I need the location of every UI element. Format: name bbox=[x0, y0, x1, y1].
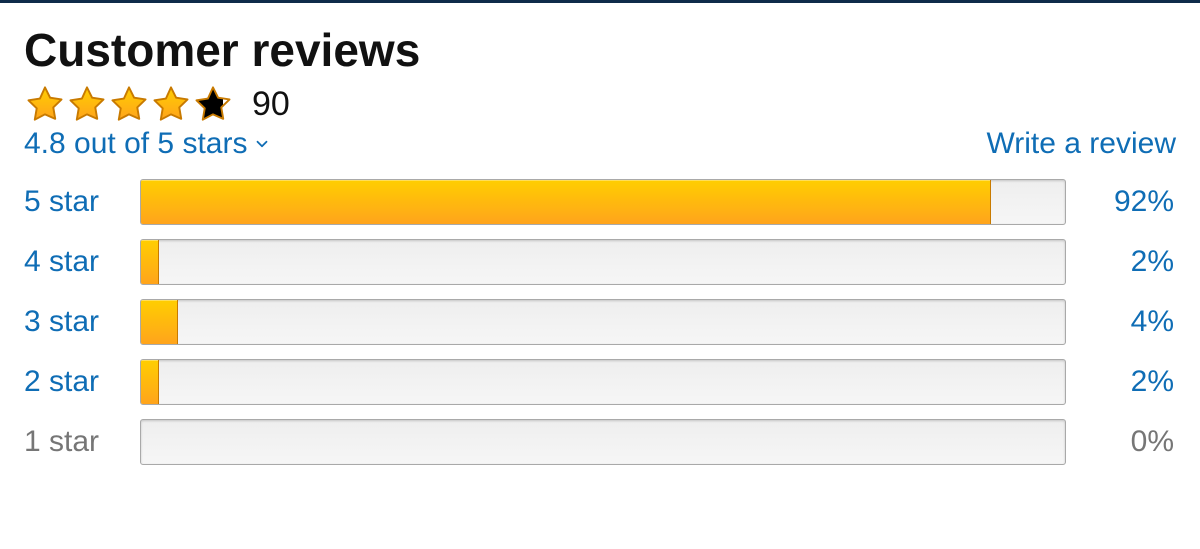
star-icon bbox=[66, 83, 108, 125]
breakdown-label[interactable]: 4 star bbox=[24, 245, 140, 279]
breakdown-label[interactable]: 5 star bbox=[24, 185, 140, 219]
total-review-count: 90 bbox=[252, 85, 290, 124]
breakdown-bar-track bbox=[140, 419, 1066, 465]
chevron-down-icon bbox=[253, 135, 271, 153]
breakdown-label[interactable]: 2 star bbox=[24, 365, 140, 399]
breakdown-bar-track bbox=[140, 299, 1066, 345]
breakdown-percent: 2% bbox=[1066, 365, 1176, 399]
star-rating-icons bbox=[24, 83, 234, 125]
breakdown-row-4-star[interactable]: 4 star 2% bbox=[24, 239, 1176, 285]
breakdown-percent: 0% bbox=[1066, 425, 1176, 459]
summary-row: 4.8 out of 5 stars Write a review bbox=[24, 127, 1176, 161]
breakdown-bar-fill bbox=[141, 360, 159, 404]
section-title: Customer reviews bbox=[24, 23, 1176, 77]
star-icon bbox=[150, 83, 192, 125]
breakdown-bar-fill bbox=[141, 300, 178, 344]
breakdown-bar-track bbox=[140, 239, 1066, 285]
breakdown-label[interactable]: 3 star bbox=[24, 305, 140, 339]
star-icon bbox=[192, 83, 234, 125]
breakdown-percent: 4% bbox=[1066, 305, 1176, 339]
write-review-link[interactable]: Write a review bbox=[987, 127, 1177, 161]
star-icon bbox=[24, 83, 66, 125]
star-icon bbox=[108, 83, 150, 125]
breakdown-bar-track bbox=[140, 359, 1066, 405]
stars-row: 90 bbox=[24, 83, 1176, 125]
breakdown-bar-fill bbox=[141, 180, 991, 224]
breakdown-row-1-star: 1 star 0% bbox=[24, 419, 1176, 465]
breakdown-bar-track bbox=[140, 179, 1066, 225]
breakdown-label: 1 star bbox=[24, 425, 140, 459]
breakdown-row-2-star[interactable]: 2 star 2% bbox=[24, 359, 1176, 405]
rating-summary-text: 4.8 out of 5 stars bbox=[24, 127, 247, 161]
rating-summary-dropdown[interactable]: 4.8 out of 5 stars bbox=[24, 127, 271, 161]
breakdown-row-5-star[interactable]: 5 star 92% bbox=[24, 179, 1176, 225]
breakdown-percent: 92% bbox=[1066, 185, 1176, 219]
breakdown-bar-fill bbox=[141, 240, 159, 284]
breakdown-percent: 2% bbox=[1066, 245, 1176, 279]
rating-breakdown: 5 star 92% 4 star 2% 3 star 4% 2 star 2% 1 star 0… bbox=[24, 179, 1176, 465]
breakdown-row-3-star[interactable]: 3 star 4% bbox=[24, 299, 1176, 345]
